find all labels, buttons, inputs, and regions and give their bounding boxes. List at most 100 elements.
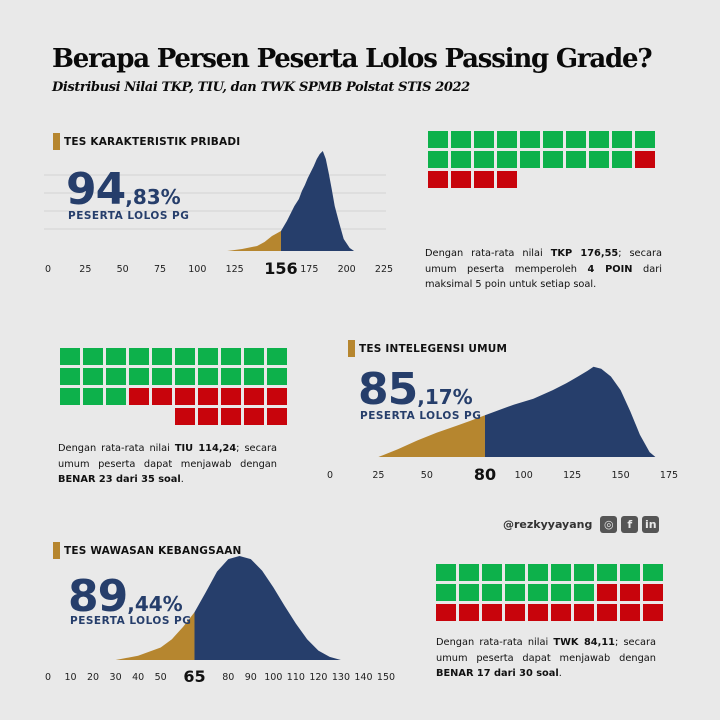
waffle-cell-green (106, 368, 126, 385)
waffle-cell-red (221, 388, 241, 405)
waffle-cell-green (244, 348, 264, 365)
waffle-cell-green (589, 131, 609, 148)
waffle-cell-green (267, 368, 287, 385)
waffle-cell-red (620, 604, 640, 621)
instagram-icon[interactable]: ◎ (600, 516, 618, 533)
desc-text: Dengan rata-rata nilai (58, 443, 175, 454)
page-title: Berapa Persen Peserta Lolos Passing Grad… (52, 44, 653, 74)
waffle-cell-green (83, 348, 103, 365)
waffle-cell-green (620, 564, 640, 581)
waffle-cell-red (643, 604, 663, 621)
waffle-cell-green (436, 584, 456, 601)
tiu-waffle (60, 348, 287, 425)
waffle-cell-green (459, 564, 479, 581)
waffle-cell-red (643, 584, 663, 601)
waffle-cell-green (152, 348, 172, 365)
twk-percent-int: 89 (68, 571, 128, 622)
waffle-cell-green (60, 348, 80, 365)
waffle-cell-green (106, 388, 126, 405)
tick-label: 175 (300, 264, 318, 275)
tick-label: 10 (64, 672, 76, 683)
desc-text: . (558, 668, 562, 679)
waffle-cell-green (129, 348, 149, 365)
waffle-cell-red (597, 604, 617, 621)
waffle-cell-green (505, 564, 525, 581)
twk-percent-dec: ,44% (127, 592, 183, 616)
waffle-cell-red (129, 388, 149, 405)
waffle-cell-red (551, 604, 571, 621)
twk-section-label: TES WAWASAN KEBANGSAAN (53, 542, 242, 559)
twk-pass-label: PESERTA LOLOS PG (70, 615, 192, 627)
tick-label: 120 (309, 672, 327, 683)
tkp-percent-int: 94 (66, 164, 126, 215)
twk-waffle (436, 564, 663, 621)
social-handle: @rezkyyayang (503, 518, 593, 531)
twk-label-text: TES WAWASAN KEBANGSAAN (64, 544, 242, 557)
passing-grade-label: 156 (264, 259, 297, 278)
waffle-cell-green (267, 348, 287, 365)
fail-area (227, 231, 281, 251)
waffle-cell-green (175, 368, 195, 385)
waffle-cell-green (129, 368, 149, 385)
tick-label: 130 (332, 672, 350, 683)
tick-label: 25 (79, 264, 91, 275)
waffle-cell-green (83, 388, 103, 405)
tick-label: 175 (660, 470, 678, 481)
waffle-cell-green (60, 368, 80, 385)
passing-grade-label: 65 (183, 667, 205, 686)
tick-label: 0 (45, 264, 51, 275)
section-marker (348, 340, 355, 357)
waffle-cell-green (221, 368, 241, 385)
waffle-cell-green (612, 151, 632, 168)
desc-text: ; secara umum peserta dapat menjawab den… (58, 443, 277, 470)
tick-label: 0 (327, 470, 333, 481)
tick-label: 125 (563, 470, 581, 481)
waffle-cell-red (152, 388, 172, 405)
waffle-cell-green (589, 151, 609, 168)
pass-area (194, 556, 341, 660)
waffle-cell-green (428, 151, 448, 168)
waffle-cell-red (436, 604, 456, 621)
waffle-cell-red (474, 171, 494, 188)
tick-label: 200 (338, 264, 356, 275)
desc-bold: TIU 114,24 (174, 443, 237, 454)
facebook-icon[interactable]: f (621, 516, 639, 533)
pass-area (484, 366, 656, 457)
desc-bold: 4 POIN (587, 263, 633, 275)
desc-bold: TKP 176,55 (550, 248, 619, 259)
waffle-cell-green (482, 564, 502, 581)
waffle-cell-green (451, 131, 471, 148)
linkedin-icon[interactable]: in (642, 516, 660, 533)
waffle-cell-green (520, 151, 540, 168)
tiu-description: Dengan rata-rata nilai TIU 114,24; secar… (58, 441, 277, 488)
tick-label: 0 (45, 672, 51, 683)
section-marker (53, 133, 60, 150)
passing-grade-label: 80 (474, 465, 496, 484)
tkp-description: Dengan rata-rata nilai TKP 176,55; secar… (425, 246, 662, 293)
waffle-cell-red (620, 584, 640, 601)
desc-bold: BENAR 17 dari 30 soal (436, 668, 559, 679)
waffle-cell-red (175, 388, 195, 405)
waffle-cell-red (459, 604, 479, 621)
waffle-cell-green (551, 584, 571, 601)
page-subtitle: Distribusi Nilai TKP, TIU, dan TWK SPMB … (52, 80, 470, 95)
waffle-cell-green (244, 368, 264, 385)
waffle-cell-green (566, 151, 586, 168)
waffle-cell-green (474, 131, 494, 148)
tick-label: 40 (132, 672, 144, 683)
desc-text: ; secara umum peserta dapat menjawab den… (436, 637, 656, 664)
waffle-cell-green (497, 131, 517, 148)
waffle-cell-green (528, 564, 548, 581)
waffle-cell-green (574, 584, 594, 601)
waffle-cell-green (566, 131, 586, 148)
waffle-cell-green (528, 584, 548, 601)
desc-text: Dengan rata-rata nilai (425, 248, 551, 259)
tick-label: 80 (222, 672, 234, 683)
waffle-cell-green (198, 368, 218, 385)
tkp-pass-percent: 94,83% (66, 168, 181, 212)
waffle-cell-green (459, 584, 479, 601)
tkp-waffle (428, 131, 655, 188)
waffle-cell-red (221, 408, 241, 425)
